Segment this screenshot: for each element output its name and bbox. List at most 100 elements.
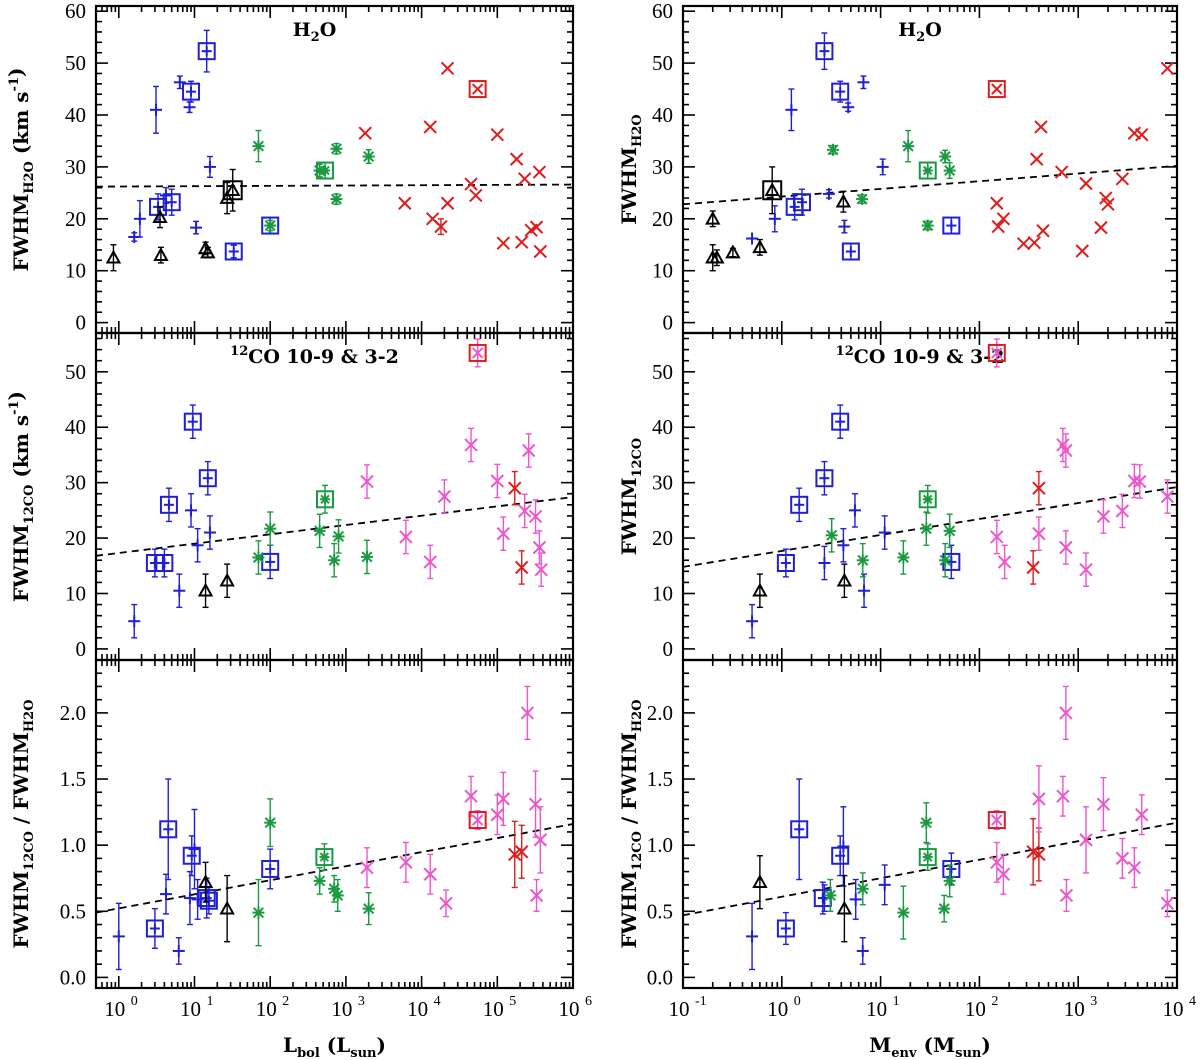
x-tick-label: 10 <box>483 997 504 1021</box>
y-axis-label: FWHM12CO / FWHMH2O <box>617 699 645 948</box>
marker-stroke <box>1115 851 1130 866</box>
data-point <box>813 881 832 915</box>
data-point <box>752 855 768 910</box>
data-point <box>878 515 891 550</box>
data-point <box>332 519 345 554</box>
y-axis-label-sub: -1 <box>7 77 22 91</box>
data-point <box>183 101 196 114</box>
marker-stroke <box>517 504 532 518</box>
marker-stroke <box>514 560 529 575</box>
plot-frame <box>681 658 1179 990</box>
marker-stroke <box>1079 562 1093 577</box>
marker-stroke <box>423 555 437 569</box>
series-black-triangle <box>197 861 235 943</box>
data-point <box>1016 237 1031 251</box>
series-blue-plus <box>746 75 889 245</box>
data-point <box>990 196 1004 210</box>
data-point <box>836 563 853 599</box>
marker-box <box>316 161 335 180</box>
data-point <box>785 88 798 132</box>
marker-stroke <box>1059 706 1073 720</box>
data-point <box>943 864 956 898</box>
data-point <box>827 143 840 156</box>
x-axis-label-sub: bol <box>297 1046 320 1060</box>
data-point <box>197 29 216 73</box>
marker-stroke <box>856 193 868 205</box>
marker-triangle <box>197 582 214 597</box>
data-point <box>145 907 164 950</box>
data-point <box>1127 847 1142 889</box>
marker-stroke <box>1056 438 1070 452</box>
marker-stroke <box>264 523 276 535</box>
marker-triangle <box>105 249 122 264</box>
y-axis-label-part: ) <box>4 391 28 400</box>
marker-stroke <box>328 554 340 566</box>
marker-box <box>918 161 937 180</box>
series-red-cross <box>508 470 529 585</box>
y-axis-label-part: (km s <box>9 91 33 161</box>
marker-stroke <box>923 494 933 504</box>
data-point <box>464 775 478 817</box>
marker-stroke <box>1026 845 1040 859</box>
series-red-cross <box>358 61 548 259</box>
marker-stroke <box>1059 540 1073 555</box>
marker-stroke <box>1079 833 1093 847</box>
data-point <box>831 835 850 877</box>
series-magenta-cross <box>360 427 548 587</box>
data-point <box>920 802 933 844</box>
y-tick-label: 0 <box>76 311 87 335</box>
marker-stroke <box>1032 847 1046 862</box>
panel-title-part: H <box>293 19 311 41</box>
y-axis-label-sub: 12CO <box>630 438 645 478</box>
marker-stroke <box>330 143 342 155</box>
panel-title: H2O <box>898 19 942 45</box>
marker-stroke <box>1034 120 1048 134</box>
data-point <box>315 843 334 871</box>
data-point <box>159 873 172 915</box>
x-tick-exponent: 0 <box>131 994 138 1009</box>
marker-box <box>224 242 243 261</box>
data-point <box>709 249 725 267</box>
marker-stroke <box>508 481 522 495</box>
marker-stroke <box>509 152 524 166</box>
data-point <box>496 516 510 551</box>
data-point <box>261 544 280 580</box>
x-tick-exponent: 2 <box>282 994 289 1009</box>
series-blue-plus <box>746 493 891 639</box>
marker-stroke <box>361 551 373 563</box>
y-tick-label: 40 <box>65 415 86 439</box>
data-point <box>939 149 952 164</box>
marker-box <box>762 180 783 201</box>
data-point <box>330 142 343 155</box>
data-point <box>990 519 1004 555</box>
marker-stroke <box>902 140 914 152</box>
data-point <box>362 149 375 164</box>
x-tick-label: 10 <box>331 997 352 1021</box>
data-point <box>224 242 243 261</box>
y-axis-label-part: FWHM <box>9 194 33 272</box>
data-point <box>252 540 265 575</box>
data-point <box>815 32 834 71</box>
marker-triangle <box>752 582 768 597</box>
data-point <box>1160 889 1175 918</box>
marker-box <box>790 820 809 839</box>
data-point <box>768 205 781 233</box>
marker-stroke <box>944 525 956 537</box>
series-blue-boxed <box>145 778 280 950</box>
data-point <box>360 539 373 575</box>
data-point <box>1059 878 1074 912</box>
marker-stroke <box>920 817 932 829</box>
y-tick-label: 40 <box>65 103 86 127</box>
marker-stroke <box>1032 481 1046 495</box>
data-point <box>1029 152 1044 166</box>
marker-box <box>159 820 178 839</box>
marker-stroke <box>314 525 326 537</box>
data-point <box>837 806 850 887</box>
marker-triangle <box>764 182 780 197</box>
data-point <box>490 128 505 142</box>
y-tick-label: 50 <box>652 360 673 384</box>
marker-box <box>198 469 217 488</box>
series-red-cross <box>508 820 529 889</box>
data-point <box>857 75 870 90</box>
